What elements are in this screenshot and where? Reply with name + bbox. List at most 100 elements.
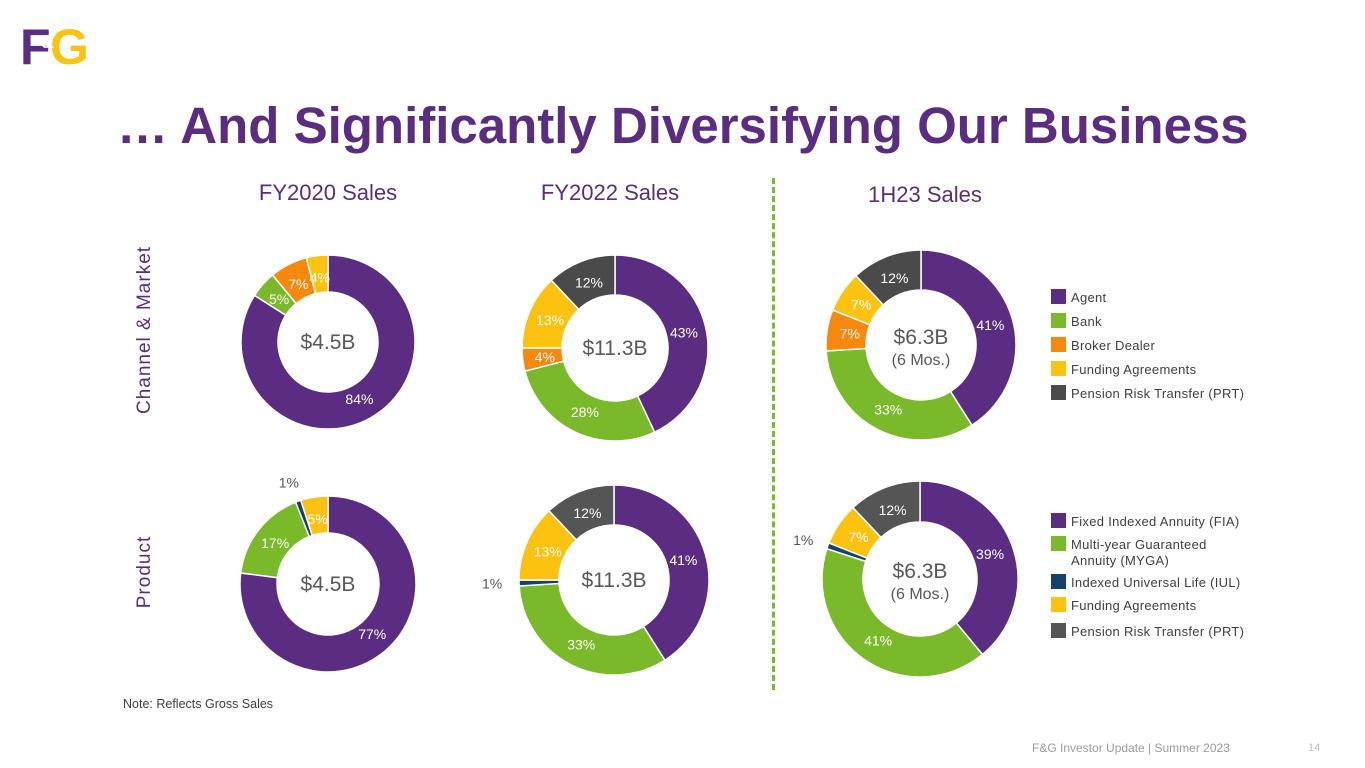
donut-slice-agent (240, 254, 416, 430)
legend-swatch (1051, 337, 1066, 352)
donut-chart-product-fy2022: 41% 33% 1% 13% 12% $11.3B (482, 484, 710, 676)
section-divider (772, 178, 775, 690)
slice-label: 41% (864, 633, 892, 649)
donut-chart-channel-1h23: 41% 33% 7% 7% 12% $6.3B (6 Mos.) (825, 249, 1017, 441)
slice-label: 12% (880, 270, 908, 286)
slice-label: 13% (534, 543, 562, 559)
column-header-fy2020: FY2020 Sales (258, 180, 398, 205)
donut-center-total: $4.5B (301, 573, 356, 596)
donut-slice-agent (614, 254, 709, 434)
legend-swatch (1051, 313, 1066, 328)
donut-chart-channel-fy2022: 43% 28% 4% 13% 12% $11.3B (521, 254, 709, 442)
footer-text: F&G Investor Update | Summer 2023 (1032, 741, 1230, 755)
slice-label: 5% (269, 291, 289, 307)
legend-label: Multi-year Guaranteed Annuity (MYGA) (1071, 537, 1207, 569)
slice-label: 84% (345, 391, 373, 407)
logo-f: F (20, 19, 51, 68)
donut-slice-pension-risk-transfer-prt (854, 249, 922, 306)
donut-chart-product-fy2020: 77% 17% 1% 5% $4.5B (239, 474, 417, 673)
legend-swatch (1051, 289, 1066, 304)
page-title: … And Significantly Diversifying Our Bus… (117, 97, 1249, 154)
slice-label: 77% (358, 626, 386, 642)
slice-label: 7% (840, 326, 860, 342)
legend-item-funding-agreements: Funding Agreements (1051, 597, 1197, 614)
donut-slice-fixed-indexed-annuity-fia (919, 480, 1019, 656)
slice-label: 12% (575, 274, 603, 290)
slice-label: 1% (793, 532, 813, 548)
column-header-1h23: 1H23 Sales (868, 182, 982, 207)
slice-label: 7% (848, 529, 868, 545)
slice-label: 1% (482, 576, 502, 592)
legend-channel: Agent Bank Broker Dealer Funding Agreeme… (1051, 289, 1271, 410)
legend-item-broker-dealer: Broker Dealer (1051, 337, 1156, 354)
slice-label: 43% (670, 325, 698, 341)
legend-swatch (1051, 385, 1066, 400)
slice-label: 5% (308, 511, 328, 527)
donut-center-total: $6.3B (893, 560, 948, 583)
slice-label: 1% (279, 474, 299, 490)
slice-label: 7% (288, 276, 308, 292)
legend-item-funding-agreements: Funding Agreements (1051, 361, 1197, 378)
slice-label: 4% (310, 269, 330, 285)
donut-slice-pension-risk-transfer-prt (547, 484, 615, 541)
slice-label: 12% (573, 505, 601, 521)
legend-label: Funding Agreements (1071, 362, 1197, 377)
legend-product: Fixed Indexed Annuity (FIA) Multi-year G… (1051, 513, 1271, 644)
donut-center-total: $11.3B (582, 569, 647, 592)
legend-label-line: Multi-year Guaranteed (1071, 537, 1207, 552)
slice-label: 17% (261, 535, 289, 551)
slice-label: 28% (571, 404, 599, 420)
donut-slice-fixed-indexed-annuity-fia (613, 484, 710, 662)
legend-label: Funding Agreements (1071, 598, 1197, 613)
donut-slice-funding-agreements (299, 495, 329, 537)
legend-swatch (1051, 597, 1066, 612)
footnote: Note: Reflects Gross Sales (123, 697, 274, 711)
donut-slice-pension-risk-transfer-prt (550, 254, 616, 311)
fg-logo: F G & (20, 19, 89, 68)
donut-slice-bank (825, 347, 973, 441)
legend-label-line: Annuity (MYGA) (1071, 553, 1170, 568)
donut-center-subtitle: (6 Mos.) (892, 352, 951, 369)
slice-label: 7% (851, 296, 871, 312)
legend-item-fia: Fixed Indexed Annuity (FIA) (1051, 513, 1240, 530)
slice-label: 4% (535, 349, 555, 365)
donut-slice-funding-agreements (305, 254, 329, 295)
donut-center-total: $4.5B (301, 331, 356, 354)
row-label-product: Product (134, 535, 155, 609)
legend-swatch (1051, 536, 1066, 551)
legend-swatch (1051, 623, 1066, 638)
page-number: 14 (1308, 742, 1321, 754)
donut-center-total: $11.3B (583, 337, 648, 360)
slice-label: 33% (567, 636, 595, 652)
legend-label: Pension Risk Transfer (PRT) (1071, 624, 1245, 639)
legend-label: Agent (1071, 290, 1107, 305)
logo-amp: & (41, 32, 54, 52)
legend-item-iul: Indexed Universal Life (IUL) (1051, 574, 1241, 591)
slice-label: 12% (879, 502, 907, 518)
legend-swatch (1051, 574, 1066, 589)
slice-label: 33% (874, 401, 902, 417)
donut-chart-channel-fy2020: 84% 5%7% 4% $4.5B (240, 254, 416, 430)
slice-label: 41% (976, 317, 1004, 333)
legend-label: Broker Dealer (1071, 338, 1156, 353)
legend-item-prt: Pension Risk Transfer (PRT) (1051, 623, 1245, 640)
donut-slice-multi-year-guaranteed-annuity-myga (821, 547, 984, 678)
legend-label: Bank (1071, 314, 1102, 329)
legend-item-myga: Multi-year Guaranteed Annuity (MYGA) (1051, 536, 1207, 569)
legend-swatch (1051, 361, 1066, 376)
legend-label: Pension Risk Transfer (PRT) (1071, 386, 1245, 401)
legend-swatch (1051, 513, 1066, 528)
donut-slice-bank (524, 360, 656, 442)
slice-label: 39% (976, 546, 1004, 562)
donut-slice-fixed-indexed-annuity-fia (239, 495, 417, 673)
column-header-fy2022: FY2022 Sales (540, 180, 680, 205)
donut-slice-agent (920, 249, 1017, 427)
donut-center-subtitle: (6 Mos.) (891, 586, 950, 603)
logo-g: G (50, 19, 89, 68)
legend-label: Indexed Universal Life (IUL) (1071, 575, 1241, 590)
row-label-channel: Channel & Market (134, 245, 155, 415)
legend-item-prt: Pension Risk Transfer (PRT) (1051, 385, 1245, 402)
slice-label: 13% (536, 312, 564, 328)
donut-center-total: $6.3B (894, 326, 949, 349)
legend-item-bank: Bank (1051, 313, 1102, 330)
